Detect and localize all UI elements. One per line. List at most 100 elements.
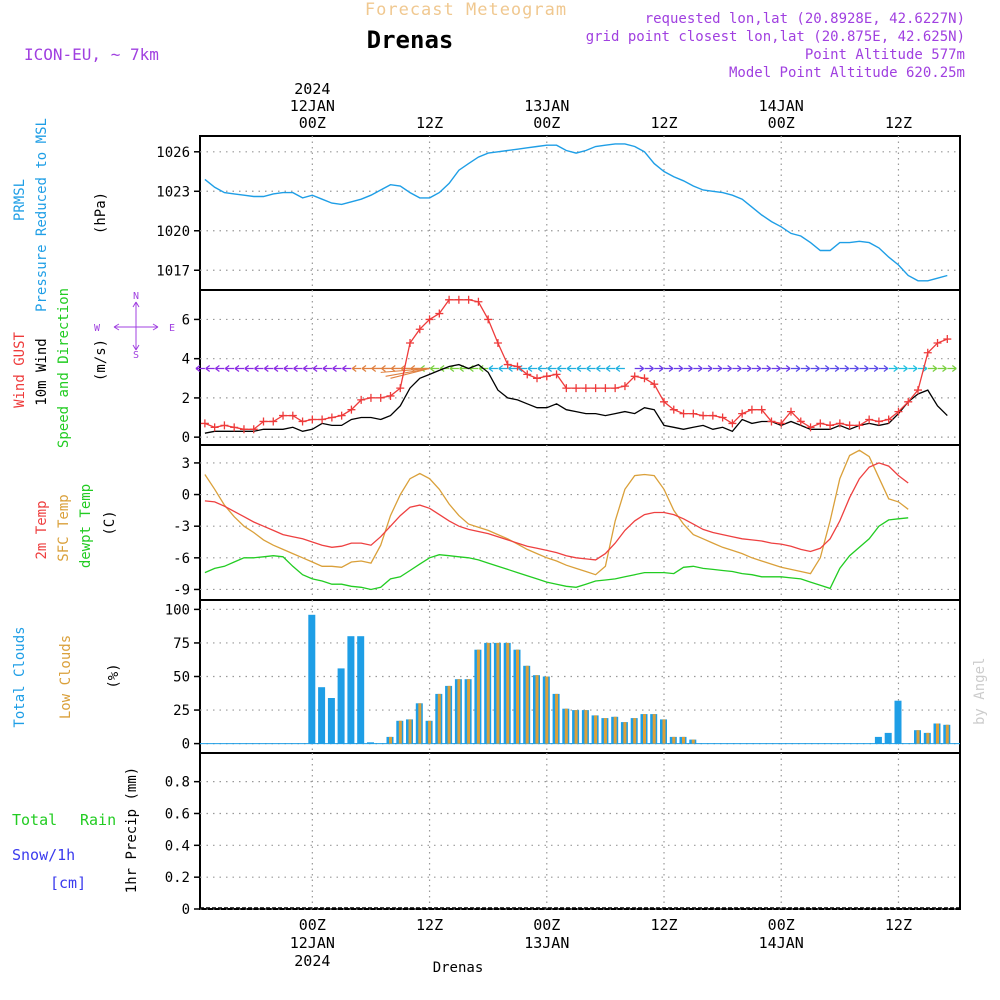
- sfc-temp-line: [204, 449, 909, 576]
- wind-direction-arrow: [869, 365, 879, 372]
- top-time-label: 00Z: [533, 114, 560, 132]
- wind-gust-point: [708, 411, 717, 420]
- total-cloud-bar: [367, 742, 374, 744]
- sfc-temp-label: SFC Temp: [56, 494, 72, 561]
- y-tick-label: 0: [182, 902, 190, 918]
- wind-gust-point: [513, 362, 522, 371]
- low-cloud-bar: [457, 679, 461, 744]
- pressure-line: [204, 143, 948, 282]
- wind-direction-arrow: [712, 365, 723, 372]
- low-cloud-bar: [652, 714, 656, 744]
- low-cloud-bar: [389, 736, 392, 744]
- wind-gust-point: [777, 419, 786, 428]
- wind-direction-arrow: [908, 365, 918, 372]
- model-label: ICON-EU, ~ 7km: [24, 45, 159, 64]
- wind-direction-arrow: [761, 365, 772, 372]
- bottom-time-label: 00Z: [299, 916, 326, 934]
- wind-gust-point: [865, 415, 874, 424]
- info-requested: requested lon,lat (20.8928E, 42.6227N): [645, 11, 965, 27]
- y-tick-label: 1023: [156, 184, 190, 200]
- top-time-label: 00Z: [768, 114, 795, 132]
- wind-gust-point: [425, 315, 434, 324]
- wind-panel: 0 2 4 6 Wind GUST 10m Wind Speed and Direct…: [12, 288, 961, 448]
- wind-direction-arrow: [332, 365, 342, 372]
- dewpt-temp-line: [204, 517, 909, 591]
- percent-unit-label: (%): [106, 663, 122, 688]
- info-model-altitude: Model Point Altitude 620.25m: [729, 65, 965, 81]
- wind-direction-arrow: [390, 367, 430, 379]
- low-cloud-bar: [672, 736, 676, 744]
- low-cloud-bar: [486, 642, 490, 744]
- wind-direction-arrow: [849, 365, 859, 372]
- wind-gust-point: [660, 397, 669, 406]
- wind-gust-point: [620, 382, 629, 391]
- y-tick-label: 3: [182, 456, 190, 472]
- wind-direction-arrow: [781, 365, 791, 372]
- wind-direction-arrow: [195, 365, 205, 372]
- c-unit-label: (C): [102, 510, 118, 535]
- wind-gust-point: [542, 372, 551, 381]
- wind-direction-arrow: [927, 365, 938, 372]
- precip-unit-label: 1hr Precip (mm): [124, 767, 140, 893]
- wind-direction-arrow: [859, 365, 869, 372]
- wind-direction-arrow: [693, 365, 703, 372]
- wind-gust-point: [796, 417, 805, 426]
- top-time-label: 12Z: [650, 114, 677, 132]
- total-cloud-bar: [357, 636, 365, 744]
- total-cloud-bar: [327, 698, 335, 744]
- wind-direction-arrow: [205, 365, 215, 372]
- low-cloud-bar: [643, 714, 646, 744]
- wind-direction-arrow: [683, 365, 693, 372]
- wind-gust-point: [747, 405, 756, 414]
- wind-gust-point: [464, 295, 473, 304]
- cm-unit-label: [cm]: [50, 874, 86, 892]
- wind-direction-arrow: [605, 365, 616, 372]
- y-tick-label: 4: [182, 352, 190, 368]
- bottom-time-label: 2024: [294, 952, 330, 970]
- total-cloud-bar: [337, 668, 345, 744]
- low-cloud-bar: [603, 718, 607, 744]
- y-tick-label: 0: [182, 737, 190, 753]
- low-cloud-bar: [398, 720, 402, 744]
- wind-gust-point: [845, 421, 854, 430]
- low-cloud-bar: [574, 710, 578, 744]
- wind-gust-point: [835, 419, 844, 428]
- speed-direction-label: Speed and Direction: [56, 288, 72, 448]
- low-cloud-bar: [545, 676, 549, 744]
- low-cloud-bar: [467, 679, 471, 744]
- top-time-label: 00Z: [299, 114, 326, 132]
- wind-gust-point: [474, 297, 483, 306]
- watermark: by Angel: [972, 658, 988, 725]
- wind-gust-point: [220, 421, 229, 430]
- wind-gust-point: [679, 409, 688, 418]
- compass-north: N: [133, 291, 139, 302]
- total-label: Total: [12, 811, 57, 829]
- wind-gust-point: [826, 421, 835, 430]
- wind-direction-arrow: [215, 365, 225, 372]
- wind-gust-point: [689, 409, 698, 418]
- product-title: Forecast Meteogram: [365, 0, 567, 20]
- total-cloud-bar: [318, 687, 326, 744]
- low-cloud-bar: [662, 719, 666, 744]
- wind-direction-arrow: [498, 365, 508, 372]
- wind-direction-arrow: [537, 365, 547, 372]
- wind-gust-point: [454, 295, 463, 304]
- y-tick-label: 1026: [156, 145, 190, 161]
- wind-gust-point: [533, 374, 542, 383]
- wind-direction-arrow: [263, 365, 274, 372]
- pressure-panel: 1017 1020 1023 1026 PRMSL Pressure Reduced …: [12, 118, 961, 312]
- wind-gust-point: [669, 405, 678, 414]
- footer-station: Drenas: [433, 960, 484, 976]
- low-cloud-bar: [408, 719, 412, 744]
- wind-gust-point: [376, 393, 385, 402]
- snow-label: Snow/1h: [12, 846, 75, 864]
- wind-direction-arrow: [586, 365, 596, 372]
- top-time-label: 12Z: [416, 114, 443, 132]
- wind-direction-arrow: [830, 365, 840, 372]
- wind-gust-line: [204, 299, 948, 430]
- dewpt-temp-label: dewpt Temp: [78, 484, 94, 568]
- y-tick-label: 0: [182, 430, 190, 446]
- low-cloud-bar: [437, 693, 441, 744]
- wind-gust-point: [493, 338, 502, 347]
